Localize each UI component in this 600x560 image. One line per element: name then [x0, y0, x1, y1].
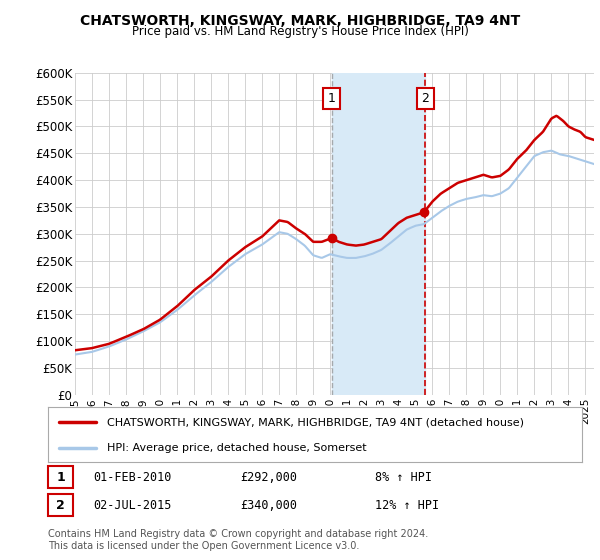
Text: CHATSWORTH, KINGSWAY, MARK, HIGHBRIDGE, TA9 4NT (detached house): CHATSWORTH, KINGSWAY, MARK, HIGHBRIDGE, …: [107, 418, 524, 427]
Text: 1: 1: [56, 470, 65, 484]
Text: £340,000: £340,000: [240, 498, 297, 512]
Text: HPI: Average price, detached house, Somerset: HPI: Average price, detached house, Some…: [107, 444, 367, 453]
Text: 2: 2: [56, 498, 65, 512]
Text: 8% ↑ HPI: 8% ↑ HPI: [375, 470, 432, 484]
Text: 2: 2: [421, 92, 429, 105]
Text: Contains HM Land Registry data © Crown copyright and database right 2024.
This d: Contains HM Land Registry data © Crown c…: [48, 529, 428, 551]
Text: £292,000: £292,000: [240, 470, 297, 484]
Text: 02-JUL-2015: 02-JUL-2015: [93, 498, 172, 512]
Text: 12% ↑ HPI: 12% ↑ HPI: [375, 498, 439, 512]
Text: 1: 1: [328, 92, 335, 105]
Text: 01-FEB-2010: 01-FEB-2010: [93, 470, 172, 484]
Bar: [332, 73, 425, 395]
Text: CHATSWORTH, KINGSWAY, MARK, HIGHBRIDGE, TA9 4NT: CHATSWORTH, KINGSWAY, MARK, HIGHBRIDGE, …: [80, 14, 520, 28]
Text: Price paid vs. HM Land Registry's House Price Index (HPI): Price paid vs. HM Land Registry's House …: [131, 25, 469, 38]
